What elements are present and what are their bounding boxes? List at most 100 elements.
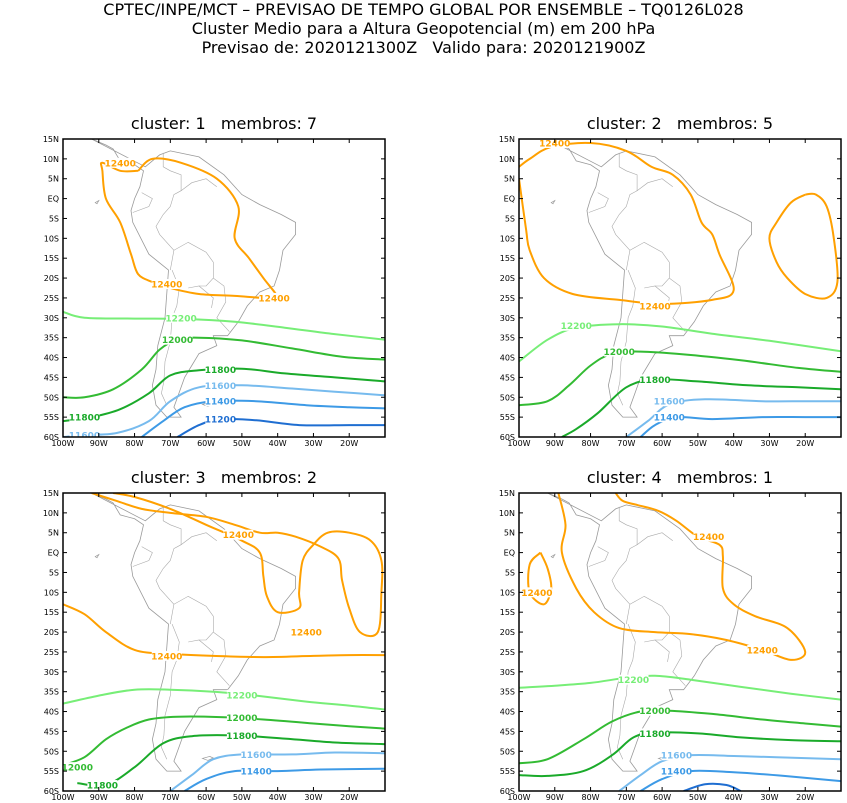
contour-label-12000: 12000 <box>162 336 193 346</box>
lat-label: 35S <box>500 334 515 343</box>
lat-label: 5N <box>48 529 59 538</box>
contour-line-12200 <box>519 323 841 363</box>
country-border <box>162 506 182 545</box>
panel-2-title: cluster: 2 membros: 5 <box>586 114 774 133</box>
contour-label-12400: 12400 <box>223 531 254 541</box>
lat-label: 40S <box>500 354 515 363</box>
lat-label: 50S <box>500 393 515 402</box>
contour-label-11600: 11600 <box>241 751 272 761</box>
contour-label-11400: 11400 <box>205 398 236 408</box>
lon-label: 60W <box>197 439 215 448</box>
lat-label: 15S <box>500 608 515 617</box>
plot-frame <box>518 138 842 438</box>
contour-label-bg <box>604 346 635 357</box>
plot-frame <box>62 138 386 438</box>
main-title-line3: Previsao de: 2020121300Z Valido para: 20… <box>201 38 646 57</box>
country-border <box>617 269 636 406</box>
lat-label: 55S <box>44 413 59 422</box>
lon-label: 40W <box>725 793 743 802</box>
lon-label: 100W <box>507 793 530 802</box>
lon-label: 100W <box>507 439 530 448</box>
contour-line-12200 <box>519 674 841 701</box>
contour-label-11200: 11200 <box>205 416 236 426</box>
lat-label: EQ <box>504 195 515 204</box>
contour-label-11600: 11600 <box>661 752 692 762</box>
lat-label: 5S <box>49 568 59 577</box>
lat-label: EQ <box>504 549 515 558</box>
contour-label-12400: 12400 <box>291 629 322 639</box>
contour-line-11800 <box>63 367 385 423</box>
lat-label: 40S <box>500 708 515 717</box>
lon-label: 80W <box>582 793 600 802</box>
contour-label-bg <box>639 300 670 311</box>
contour-label-11400: 11400 <box>241 768 272 778</box>
contour-label-bg <box>205 380 236 391</box>
lat-label: 20S <box>500 274 515 283</box>
contour-line-12400 <box>527 551 553 606</box>
country-border <box>170 241 230 332</box>
contour-label-bg <box>639 728 670 739</box>
country-border <box>618 152 638 191</box>
contour-line-11200 <box>683 782 742 791</box>
lon-label: 50W <box>233 439 251 448</box>
contour-label-bg <box>162 334 193 345</box>
lat-label: 15S <box>44 608 59 617</box>
contour-label-11800: 11800 <box>639 730 670 740</box>
contour-label-bg <box>639 374 670 385</box>
lat-label: 45S <box>500 373 515 382</box>
lat-label: 35S <box>44 334 59 343</box>
contour-label-12400: 12400 <box>151 652 182 662</box>
lat-label: 10N <box>43 509 59 518</box>
contour-label-12000: 12000 <box>226 714 257 724</box>
main-title-line1: CPTEC/INPE/MCT – PREVISAO DE TEMPO GLOBA… <box>103 0 744 19</box>
island-outline <box>201 756 215 761</box>
lat-label: 40S <box>44 708 59 717</box>
contour-label-bg <box>661 766 692 777</box>
contour-line-12000 <box>63 715 385 767</box>
lat-label: EQ <box>48 549 59 558</box>
country-border <box>617 623 636 760</box>
lat-label: 10S <box>44 234 59 243</box>
lat-label: 15N <box>43 135 59 144</box>
contour-label-bg <box>69 430 100 437</box>
lat-label: 50S <box>500 747 515 756</box>
lon-label: 20W <box>796 793 814 802</box>
lat-label: 30S <box>500 668 515 677</box>
lon-label: 30W <box>760 793 778 802</box>
contour-label-bg <box>151 279 182 290</box>
contour-label-bg <box>63 762 93 773</box>
contour-label-bg <box>259 292 290 303</box>
contour-line-12400 <box>557 493 807 661</box>
contour-label-bg <box>661 750 692 761</box>
country-border <box>655 277 670 287</box>
plot-frame <box>62 492 386 792</box>
contour-label-bg <box>205 414 236 425</box>
lat-label: 45S <box>44 373 59 382</box>
contour-label-11800: 11800 <box>226 732 257 742</box>
lat-label: 10N <box>43 155 59 164</box>
country-border <box>644 639 670 662</box>
country-border <box>588 546 609 567</box>
lon-label: 40W <box>725 439 743 448</box>
island-outline <box>550 553 556 559</box>
contour-label-bg <box>561 320 592 331</box>
lon-label: 70W <box>161 793 179 802</box>
contour-label-bg <box>151 650 182 661</box>
plot-frame <box>518 492 842 792</box>
lat-label: 20S <box>44 628 59 637</box>
contour-label-bg <box>747 644 778 655</box>
contour-label-bg <box>241 766 272 777</box>
contour-label-bg <box>291 627 322 638</box>
continent-outline <box>91 493 296 772</box>
country-border <box>626 595 686 686</box>
contour-label-bg <box>241 749 272 760</box>
country-border <box>170 595 230 686</box>
contour-label-bg <box>618 674 649 685</box>
contour-label-11800: 11800 <box>87 782 118 792</box>
contour-label-11600: 11600 <box>69 432 100 442</box>
cluster-map-4: 12400 12400 12400 12200 12000 11800 11600 11400… <box>499 489 842 802</box>
lat-label: 25S <box>500 648 515 657</box>
lat-label: 30S <box>44 668 59 677</box>
lat-label: 5N <box>48 175 59 184</box>
country-border <box>162 152 182 191</box>
